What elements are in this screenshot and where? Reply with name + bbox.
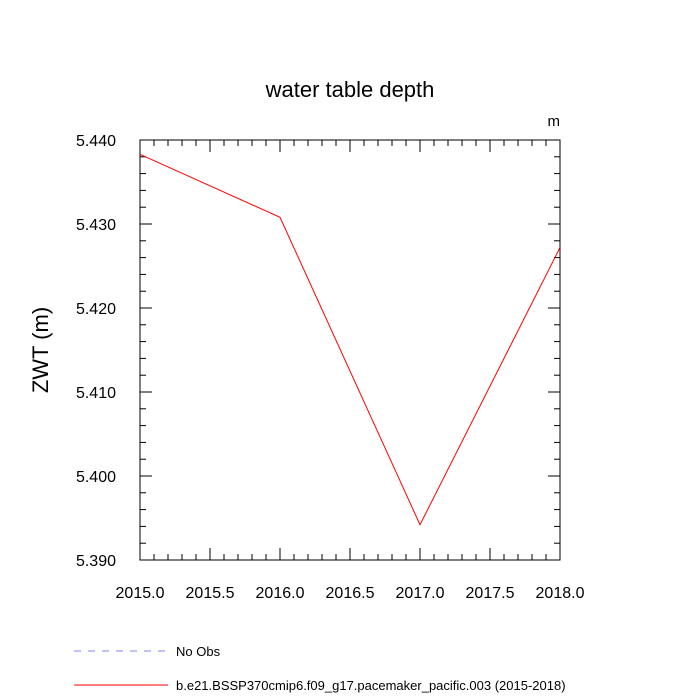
series-lines	[139, 153, 561, 526]
x-tick-label: 2015.0	[116, 585, 165, 602]
y-axis-label: ZWT (m)	[28, 307, 53, 393]
legend: No Obs b.e21.BSSP370cmip6.f09_g17.pacemak…	[74, 644, 566, 693]
units-label: m	[548, 113, 561, 130]
axis-tick-labels: 2015.0 2015.5 2016.0 2016.5 2017.0 2017.5 2018…	[76, 133, 585, 602]
y-tick-label: 5.440	[76, 133, 116, 150]
x-tick-label: 2016.0	[256, 585, 305, 602]
y-tick-label: 5.390	[76, 553, 116, 570]
legend-label: b.e21.BSSP370cmip6.f09_g17.pacemaker_pac…	[176, 678, 566, 693]
y-tick-label: 5.430	[76, 217, 116, 234]
x-tick-label: 2016.5	[326, 585, 375, 602]
series-line	[139, 153, 561, 526]
plot-frame	[139, 139, 561, 561]
x-tick-label: 2017.0	[396, 585, 445, 602]
x-tick-label: 2015.5	[186, 585, 235, 602]
axis-ticks	[139, 139, 561, 561]
y-tick-label: 5.420	[76, 301, 116, 318]
x-tick-label: 2017.5	[466, 585, 515, 602]
x-tick-label: 2018.0	[536, 585, 585, 602]
legend-label: No Obs	[176, 644, 221, 659]
chart-title: water table depth	[265, 77, 435, 102]
y-tick-label: 5.410	[76, 385, 116, 402]
y-tick-label: 5.400	[76, 469, 116, 486]
